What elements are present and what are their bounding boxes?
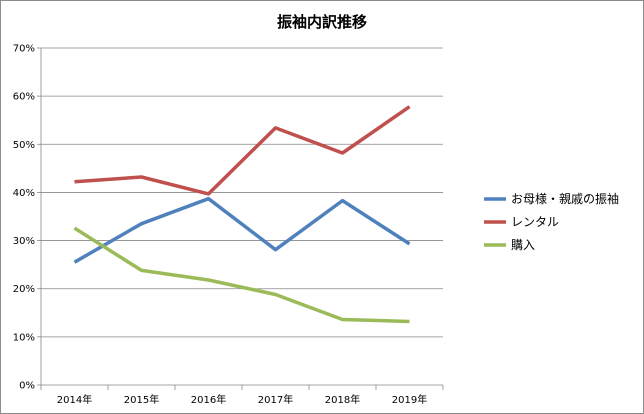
legend-label-0: お母様・親戚の振袖 bbox=[511, 191, 619, 206]
y-tick-label: 60% bbox=[13, 92, 35, 103]
y-axis-ticks: 0% 10% 20% 30% 40% 50% 60% 70% bbox=[13, 44, 35, 392]
series-lines bbox=[73, 105, 411, 324]
y-tick-label: 10% bbox=[13, 332, 35, 343]
chart-title: 振袖内訳推移 bbox=[277, 13, 367, 31]
y-tick-label: 50% bbox=[13, 140, 35, 151]
y-tick-label: 30% bbox=[13, 236, 35, 247]
series-line-1 bbox=[74, 105, 411, 196]
x-tick-label: 2017年 bbox=[258, 393, 293, 406]
x-tick-label: 2014年 bbox=[57, 393, 92, 406]
y-tick-label: 40% bbox=[13, 188, 35, 199]
x-tick-label: 2015年 bbox=[124, 393, 159, 406]
x-tick-label: 2016年 bbox=[191, 393, 226, 406]
series-line-0 bbox=[73, 196, 411, 264]
legend-label-1: レンタル bbox=[511, 215, 559, 229]
gridlines bbox=[41, 47, 443, 338]
y-tick-label: 0% bbox=[19, 381, 35, 392]
x-tick-label: 2019年 bbox=[392, 393, 427, 406]
x-tick-label: 2018年 bbox=[325, 393, 360, 406]
y-tick-label: 70% bbox=[13, 44, 35, 55]
y-tick-label: 20% bbox=[13, 284, 35, 295]
axes bbox=[37, 47, 444, 390]
series-line-2 bbox=[73, 226, 410, 324]
x-axis-ticks: 2014年 2015年 2016年 2017年 2018年 2019年 bbox=[57, 393, 427, 406]
legend-label-2: 購入 bbox=[511, 238, 535, 252]
